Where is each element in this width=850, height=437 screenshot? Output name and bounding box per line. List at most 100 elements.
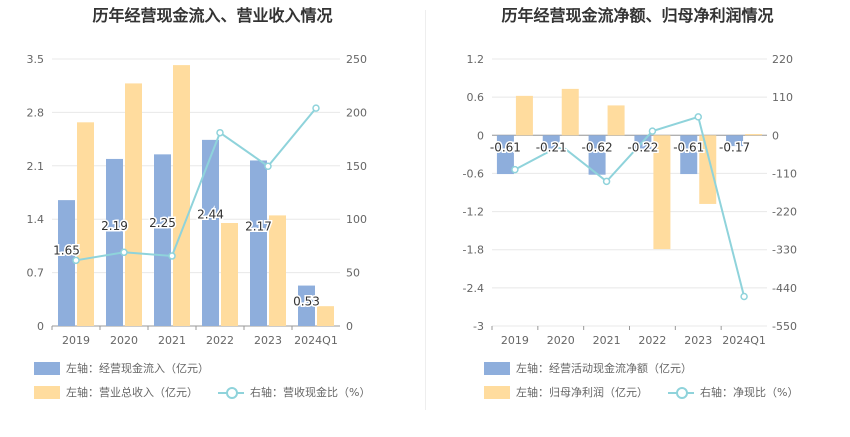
bar-2022-series2 <box>221 223 238 326</box>
ratio-point-2021 <box>168 252 176 260</box>
legend-label: 左轴：经营现金流入（亿元） <box>66 362 209 375</box>
data-label-2019: 1.65 <box>53 243 80 257</box>
ratio-point-2023 <box>264 162 272 170</box>
bar-2021-series2 <box>173 65 190 327</box>
x-tick-label: 2023 <box>254 334 282 347</box>
x-tick-label: 2019 <box>501 334 529 347</box>
bar-2024Q1-series1 <box>298 285 315 326</box>
y-left-tick-label: -3 <box>473 320 484 333</box>
x-tick-label: 2022 <box>638 334 666 347</box>
data-label-2022: 2.44 <box>197 207 224 221</box>
legend-item-operating-cash-net[interactable]: 左轴：经营活动现金流净额（亿元） <box>484 360 692 376</box>
legend-item-revenue[interactable]: 左轴：营业总收入（亿元） <box>34 384 198 400</box>
x-tick-label: 2020 <box>547 334 575 347</box>
bar-2021-series1 <box>588 135 606 175</box>
legend-label: 右轴：营收现金比（%） <box>250 386 371 399</box>
ratio-point-2019 <box>511 165 519 174</box>
y-right-tick-label: 220 <box>772 53 793 66</box>
legend-swatch <box>34 361 60 375</box>
y-left-tick-label: -1.2 <box>463 206 484 219</box>
chart-title: 历年经营现金流净额、归母净利润情况 <box>501 6 774 25</box>
y-left-tick-label: -0.6 <box>463 167 484 180</box>
y-right-tick-label: 100 <box>346 213 367 226</box>
legend-label: 左轴：营业总收入（亿元） <box>66 386 198 399</box>
data-label-2024Q1: 0.53 <box>293 295 320 309</box>
bar-2020-series2 <box>125 83 142 326</box>
bar-2019-series2 <box>77 122 94 327</box>
bar-2022-series2 <box>653 135 671 250</box>
bar-2024Q1-series2 <box>745 134 763 136</box>
y-left-tick-label: -2.4 <box>463 282 484 295</box>
data-label-2023: -0.61 <box>673 140 704 154</box>
y-left-tick-label: 3.5 <box>27 53 45 66</box>
y-right-tick-label: 250 <box>346 53 367 66</box>
left-chart-panel: 历年经营现金流入、营业收入情况 0 0.7 1.4 2.1 2.8 3.5 0 50 100 15… <box>27 6 371 400</box>
x-tick-label: 2021 <box>158 334 186 347</box>
bar-2021-series2 <box>607 105 625 136</box>
y-right-tick-label: -550 <box>772 320 797 333</box>
ratio-line <box>514 115 746 297</box>
legend-item-net-profit[interactable]: 左轴：归母净利润（亿元） <box>484 384 648 400</box>
y-left-tick-label: 1.4 <box>27 213 45 226</box>
y-right-tick-label: -220 <box>772 206 797 219</box>
bar-2019-series1 <box>58 200 75 326</box>
legend-swatch <box>668 386 694 399</box>
bar-2024Q1-series1 <box>726 135 744 147</box>
bar-2023-series1 <box>250 160 267 326</box>
x-tick-label: 2022 <box>206 334 234 347</box>
y-left-tick-label: 2.8 <box>27 106 45 119</box>
legend-label: 左轴：归母净利润（亿元） <box>516 386 648 399</box>
x-tick-label: 2019 <box>62 334 90 347</box>
x-tick-label: 2021 <box>593 334 621 347</box>
legend-item-cash-revenue-ratio[interactable]: 右轴：营收现金比（%） <box>218 384 370 400</box>
chart-title: 历年经营现金流入、营业收入情况 <box>92 6 333 25</box>
ratio-point-2024Q1 <box>740 292 748 301</box>
data-label-2020: -0.21 <box>536 140 567 154</box>
ratio-point-2023 <box>694 113 702 121</box>
legend-item-net-cash-ratio[interactable]: 右轴：净现比（%） <box>668 384 798 400</box>
ratio-line <box>75 107 317 262</box>
bar-2019-series2 <box>515 95 533 136</box>
ratio-point-2024Q1 <box>312 104 320 112</box>
bar-2020-series1 <box>106 158 123 326</box>
right-chart-svg: -3 -2.4 -1.8 -1.2 -0.6 0 0.6 1.2 -550 -440 -330 -22… <box>463 53 797 347</box>
y-left-tick-label: -1.8 <box>463 244 484 257</box>
y-left-tick-label: 0 <box>477 129 484 142</box>
bar-2022-series1 <box>202 139 219 326</box>
legend-swatch <box>484 361 510 375</box>
y-right-tick-label: 110 <box>772 91 793 104</box>
data-label-2024Q1: -0.17 <box>719 140 750 154</box>
legend-swatch <box>484 385 510 399</box>
y-right-tick-label: -110 <box>772 167 797 180</box>
data-label-2022: -0.22 <box>627 140 658 154</box>
ratio-point-2022 <box>216 128 224 137</box>
y-left-tick-label: 2.1 <box>27 160 45 173</box>
legend-swatch <box>218 386 244 399</box>
x-tick-label: 2020 <box>110 334 138 347</box>
legend-label: 左轴：经营活动现金流净额（亿元） <box>516 362 692 375</box>
y-right-tick-label: 0 <box>772 129 779 142</box>
data-label-2021: -0.62 <box>582 140 613 154</box>
y-right-tick-label: 50 <box>346 267 360 280</box>
y-right-tick-label: 200 <box>346 106 367 119</box>
y-right-tick-label: 0 <box>346 320 353 333</box>
ratio-point-2021 <box>602 177 611 186</box>
x-tick-label: 2023 <box>684 334 712 347</box>
bar-2023-series2 <box>699 135 717 204</box>
ratio-point-2020 <box>557 141 565 150</box>
data-label-2019: -0.61 <box>490 140 521 154</box>
legend-item-cash-inflow[interactable]: 左轴：经营现金流入（亿元） <box>34 360 209 376</box>
ratio-point-2022 <box>648 127 657 135</box>
panel-divider <box>425 10 426 410</box>
data-label-2021: 2.25 <box>149 216 176 230</box>
data-label-2023: 2.17 <box>245 220 272 234</box>
y-left-tick-label: 0 <box>37 320 44 333</box>
bar-2021-series1 <box>154 154 171 326</box>
y-right-tick-label: -440 <box>772 282 797 295</box>
y-left-tick-label: 1.2 <box>467 53 485 66</box>
x-tick-label: 2024Q1 <box>294 334 338 347</box>
left-chart-svg: 0 0.7 1.4 2.1 2.8 3.5 0 50 100 150 200 250 2019 2020 2… <box>27 53 368 347</box>
y-right-tick-label: -330 <box>772 244 797 257</box>
data-label-2020: 2.19 <box>101 219 128 233</box>
y-left-tick-label: 0.6 <box>467 91 485 104</box>
